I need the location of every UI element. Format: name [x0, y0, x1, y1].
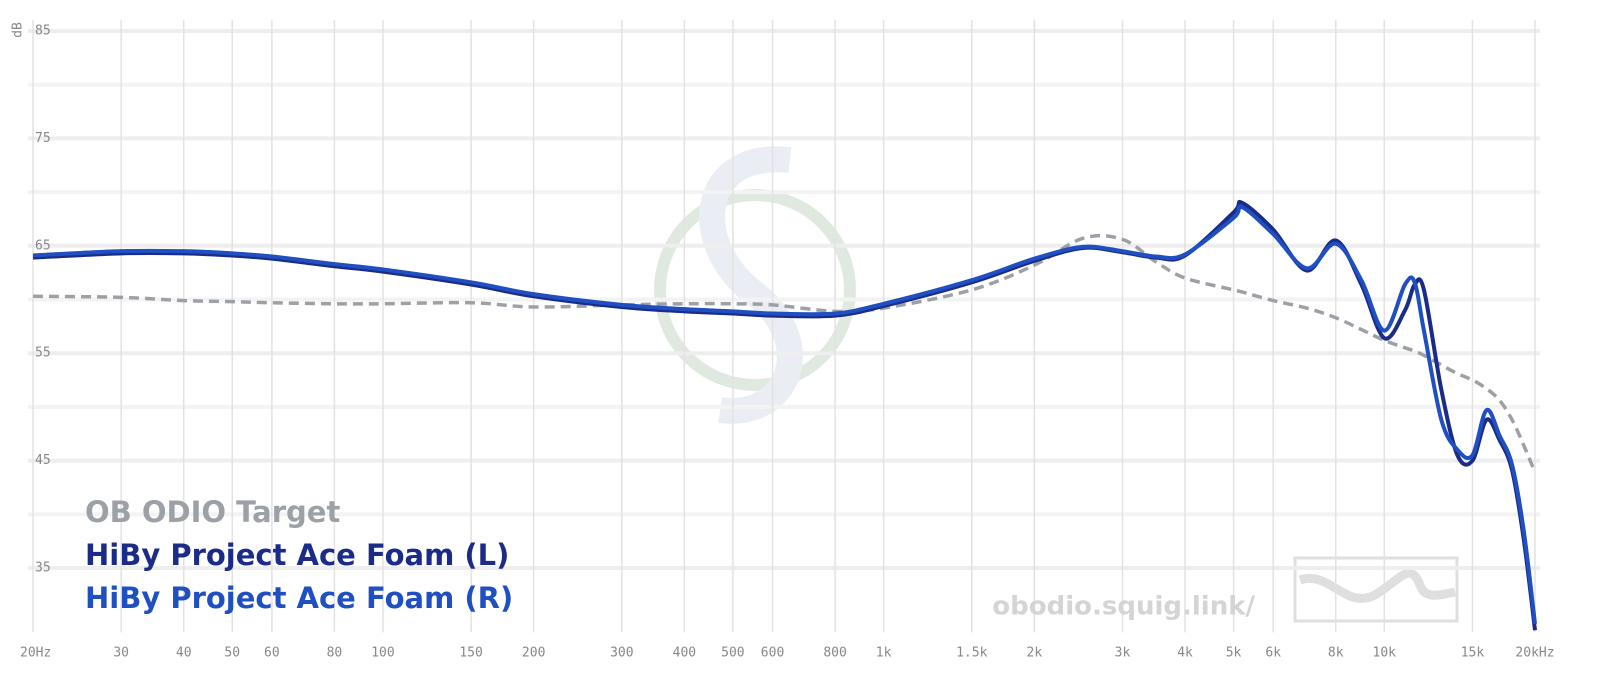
brand-box [1293, 556, 1459, 623]
x-tick-label: 20kHz [1515, 646, 1554, 661]
x-tick-label: 3k [1115, 646, 1131, 661]
y-tick-label: 75 [35, 131, 51, 146]
x-tick-label: 1.5k [956, 646, 987, 661]
y-tick-label: 65 [35, 238, 51, 253]
x-tick-label: 1k [876, 646, 892, 661]
x-tick-label: 20Hz [20, 646, 51, 661]
x-tick-label: 2k [1027, 646, 1043, 661]
y-tick-label: 45 [35, 453, 51, 468]
legend-entry: HiBy Project Ace Foam (R) [85, 581, 513, 615]
x-tick-label: 8k [1328, 646, 1344, 661]
logo-watermark [654, 146, 856, 424]
x-tick-label: 6k [1265, 646, 1281, 661]
x-tick-label: 500 [721, 646, 744, 661]
x-tick-label: 4k [1177, 646, 1193, 661]
frequency-response-line [32, 233, 1537, 474]
x-tick-label: 30 [113, 646, 129, 661]
legend-entry: OB ODIO Target [85, 495, 340, 529]
x-tick-label: 150 [459, 646, 482, 661]
x-tick-label: 800 [823, 646, 846, 661]
legend-entry: HiBy Project Ace Foam (L) [85, 538, 509, 572]
y-tick-label: 35 [35, 560, 51, 575]
x-tick-label: 50 [224, 646, 240, 661]
x-tick-label: 15k [1461, 646, 1485, 661]
x-tick-label: 600 [761, 646, 784, 661]
x-tick-label: 80 [327, 646, 343, 661]
y-tick-label: 85 [35, 24, 51, 39]
x-tick-label: 300 [610, 646, 633, 661]
x-tick-label: 5k [1226, 646, 1242, 661]
x-tick-label: 100 [371, 646, 394, 661]
y-tick-label: 55 [35, 346, 51, 361]
x-tick-label: 10k [1373, 646, 1397, 661]
frequency-response-line [32, 204, 1537, 625]
watermark-url: obodio.squig.link/ [992, 592, 1255, 622]
x-tick-label: 60 [264, 646, 280, 661]
x-tick-label: 200 [522, 646, 545, 661]
y-axis-label: dB [11, 22, 26, 38]
x-tick-label: 400 [673, 646, 696, 661]
x-tick-label: 40 [176, 646, 192, 661]
